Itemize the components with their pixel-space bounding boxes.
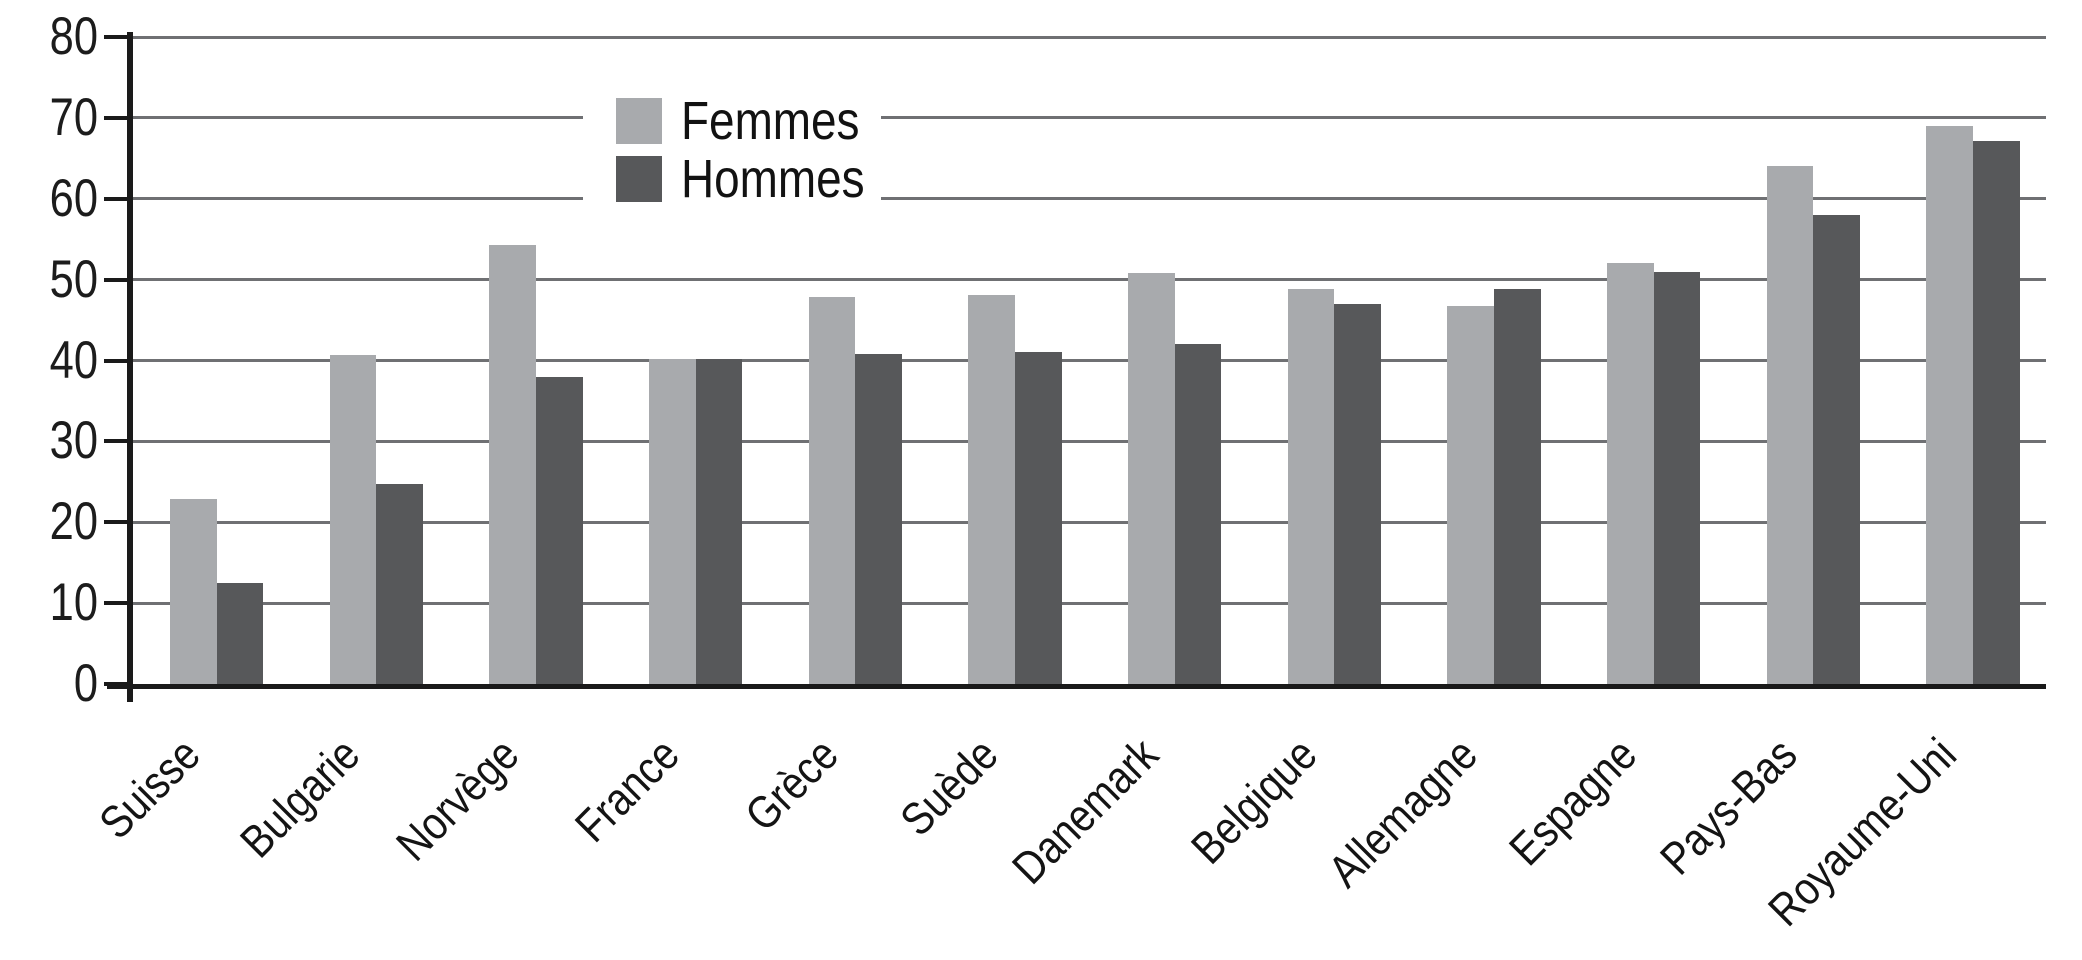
y-tick-label-70: 70	[49, 87, 98, 147]
femmes-swatch-icon	[616, 98, 662, 144]
x-category-label-france: France	[564, 727, 689, 852]
x-category-label-belgique: Belgique	[1181, 727, 1328, 874]
gridline-80	[130, 35, 2046, 39]
gridline-60	[130, 197, 2046, 201]
bar-femmes-bulgarie	[329, 354, 377, 684]
y-tick-0	[104, 682, 131, 686]
bar-hommes-bulgarie	[376, 484, 424, 684]
bar-hommes-grece	[855, 354, 903, 684]
bar-hommes-norvege	[536, 376, 583, 684]
bar-hommes-suisse	[216, 582, 264, 684]
x-category-label-danemark: Danemark	[1001, 727, 1168, 894]
x-category-label-pays-bas: Pays-Bas	[1649, 727, 1807, 885]
y-tick-60	[104, 196, 131, 201]
bar-femmes-france	[649, 358, 696, 684]
legend: Femmes Hommes	[583, 84, 881, 216]
bar-femmes-suisse	[170, 498, 217, 684]
bar-hommes-pays-bas	[1813, 214, 1861, 684]
bar-femmes-pays-bas	[1766, 166, 1814, 684]
bar-femmes-suede	[968, 294, 1016, 684]
gridline-30	[130, 439, 2046, 443]
bar-femmes-espagne	[1607, 262, 1654, 684]
x-category-label-espagne: Espagne	[1499, 727, 1647, 876]
y-tick-70	[104, 115, 131, 120]
bar-hommes-suede	[1015, 352, 1062, 684]
y-tick-label-20: 20	[49, 492, 98, 552]
legend-entry-hommes: Hommes	[616, 152, 881, 206]
legend-label-femmes: Femmes	[681, 91, 860, 151]
legend-entry-femmes: Femmes	[616, 94, 881, 148]
y-axis-line	[127, 32, 133, 702]
bar-hommes-allemagne	[1494, 288, 1541, 684]
y-tick-80	[104, 35, 131, 39]
y-tick-20	[104, 520, 131, 525]
hommes-swatch-icon	[616, 156, 662, 202]
gridline-40	[130, 359, 2046, 362]
bar-femmes-belgique	[1287, 288, 1335, 684]
gridline-20	[130, 520, 2046, 524]
y-tick-label-40: 40	[49, 330, 98, 390]
y-tick-label-30: 30	[49, 411, 98, 471]
y-tick-50	[104, 277, 131, 282]
x-category-label-bulgarie: Bulgarie	[229, 727, 370, 868]
bar-hommes-danemark	[1174, 344, 1222, 684]
bar-hommes-espagne	[1653, 271, 1701, 684]
y-tick-label-80: 80	[49, 7, 98, 66]
y-tick-30	[104, 439, 131, 444]
bar-femmes-grece	[808, 297, 856, 684]
bar-hommes-royaume-uni	[1973, 140, 2020, 684]
y-tick-40	[104, 358, 131, 363]
x-category-label-allemagne: Allemagne	[1317, 727, 1487, 897]
bar-hommes-belgique	[1334, 303, 1382, 684]
x-category-label-suede: Suède	[890, 727, 1008, 846]
gridline-70	[130, 116, 2046, 120]
y-tick-label-0: 0	[73, 654, 98, 713]
gridline-10	[130, 601, 2046, 605]
y-tick-label-10: 10	[49, 573, 98, 633]
bar-hommes-france	[695, 358, 743, 684]
x-axis-line	[107, 684, 2046, 689]
x-category-label-grece: Grèce	[735, 727, 849, 841]
gridline-50	[130, 278, 2046, 282]
legend-label-hommes: Hommes	[681, 149, 865, 209]
x-category-label-norvege: Norvège	[386, 727, 529, 871]
bar-femmes-royaume-uni	[1926, 125, 1974, 684]
x-category-label-suisse: Suisse	[88, 727, 210, 849]
y-tick-10	[104, 601, 131, 606]
y-tick-label-50: 50	[49, 249, 98, 309]
bar-femmes-norvege	[489, 244, 537, 684]
y-tick-label-60: 60	[49, 168, 98, 228]
bar-femmes-allemagne	[1447, 306, 1495, 684]
bar-femmes-danemark	[1128, 273, 1175, 684]
